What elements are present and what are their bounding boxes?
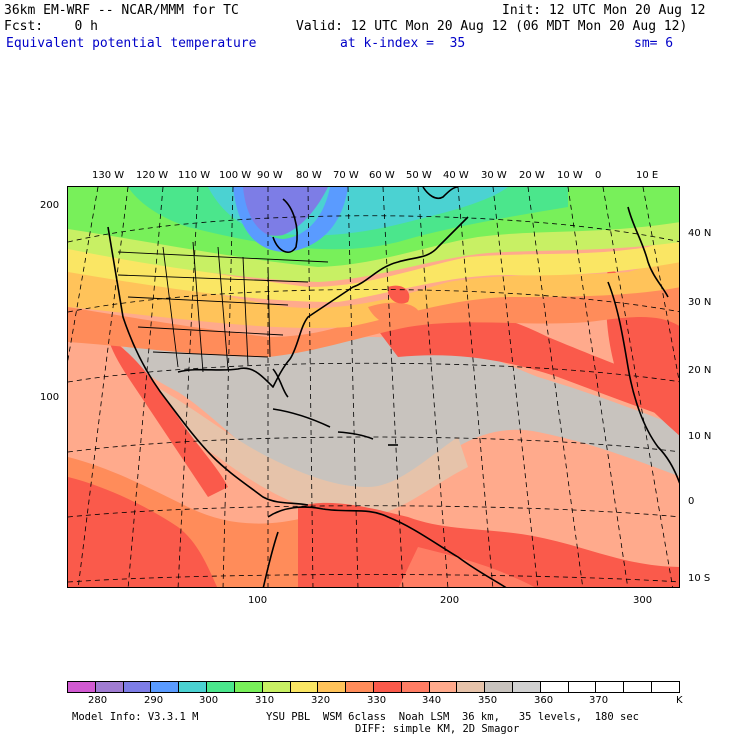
smoothing-label: sm= 6 <box>634 36 674 51</box>
init-time: Init: 12 UTC Mon 20 Aug 12 <box>502 3 706 18</box>
latitude-label: 20 N <box>688 365 712 376</box>
colorbar-swatch <box>485 682 513 692</box>
colorbar-swatch <box>95 682 124 692</box>
latitude-label: 30 N <box>688 297 712 308</box>
colorbar <box>67 681 680 693</box>
physics-info: YSU PBL WSM 6class Noah LSM 36 km, 35 le… <box>266 711 639 723</box>
colorbar-swatch <box>457 682 486 692</box>
colorbar-label: 290 <box>144 695 164 706</box>
colorbar-unit: K <box>676 695 683 706</box>
longitude-label: 40 W <box>443 170 469 181</box>
field-grey-zone <box>118 337 679 506</box>
colorbar-swatch <box>318 682 347 692</box>
grid-label-y-100: 100 <box>40 392 60 403</box>
colorbar-swatch <box>596 682 625 692</box>
diffusion-info: DIFF: simple KM, 2D Smagor <box>355 723 520 735</box>
colorbar-swatch <box>568 682 597 692</box>
colorbar-swatch <box>652 682 679 692</box>
latitude-label: 0 <box>688 496 695 507</box>
colorbar-swatch <box>262 682 291 692</box>
longitude-label: 20 W <box>519 170 545 181</box>
latitude-label: 10 S <box>688 573 711 584</box>
coastlines <box>107 187 679 587</box>
colorbar-swatch <box>234 682 263 692</box>
valid-time: Valid: 12 UTC Mon 20 Aug 12 (06 MDT Mon … <box>296 19 688 34</box>
colorbar-swatch <box>68 682 96 692</box>
longitude-label: 90 W <box>257 170 283 181</box>
grid-label-x-200: 200 <box>440 595 460 606</box>
colorbar-swatch <box>151 682 180 692</box>
political-borders <box>117 241 329 373</box>
colorbar-swatch <box>346 682 374 692</box>
longitude-label: 100 W <box>219 170 252 181</box>
colorbar-swatch <box>429 682 458 692</box>
colorbar-swatch <box>179 682 208 692</box>
longitude-label: 10 E <box>636 170 659 181</box>
colorbar-label: 310 <box>255 695 275 706</box>
latitude-label: 10 N <box>688 431 712 442</box>
longitude-label: 0 <box>595 170 602 181</box>
colorbar-label: 280 <box>88 695 108 706</box>
forecast-hour: Fcst: 0 h <box>4 19 98 34</box>
colorbar-swatch <box>624 682 653 692</box>
colorbar-swatch <box>401 682 430 692</box>
grid-label-x-300: 300 <box>633 595 653 606</box>
longitude-label: 120 W <box>136 170 169 181</box>
theta-e-map <box>67 186 680 588</box>
colorbar-swatch <box>540 682 569 692</box>
field-green-band <box>68 217 679 282</box>
colorbar-label: 320 <box>311 695 331 706</box>
longitude-label: 130 W <box>92 170 125 181</box>
longitude-label: 30 W <box>481 170 507 181</box>
field-red-band <box>368 306 679 422</box>
longitude-label: 60 W <box>369 170 395 181</box>
colorbar-label: 330 <box>367 695 387 706</box>
colorbar-label: 340 <box>422 695 442 706</box>
colorbar-swatch <box>373 682 402 692</box>
field-name: Equivalent potential temperature <box>6 36 257 51</box>
longitude-label: 110 W <box>178 170 211 181</box>
colorbar-label: 350 <box>478 695 498 706</box>
model-title: 36km EM-WRF -- NCAR/MMM for TC <box>4 3 239 18</box>
colorbar-label: 370 <box>589 695 609 706</box>
longitude-label: 70 W <box>333 170 359 181</box>
grid-label-y-200: 200 <box>40 200 60 211</box>
level-label: at k-index = 35 <box>340 36 466 51</box>
colorbar-swatch <box>207 682 235 692</box>
colorbar-label: 300 <box>199 695 219 706</box>
longitude-label: 10 W <box>557 170 583 181</box>
grid-label-x-100: 100 <box>248 595 268 606</box>
colorbar-swatch <box>123 682 152 692</box>
longitude-label: 50 W <box>406 170 432 181</box>
colorbar-swatch <box>290 682 319 692</box>
latitude-label: 40 N <box>688 228 712 239</box>
model-info: Model Info: V3.3.1 M <box>72 711 199 723</box>
longitude-label: 80 W <box>296 170 322 181</box>
colorbar-swatch <box>513 682 541 692</box>
colorbar-label: 360 <box>534 695 554 706</box>
field-purple-core <box>243 187 328 236</box>
